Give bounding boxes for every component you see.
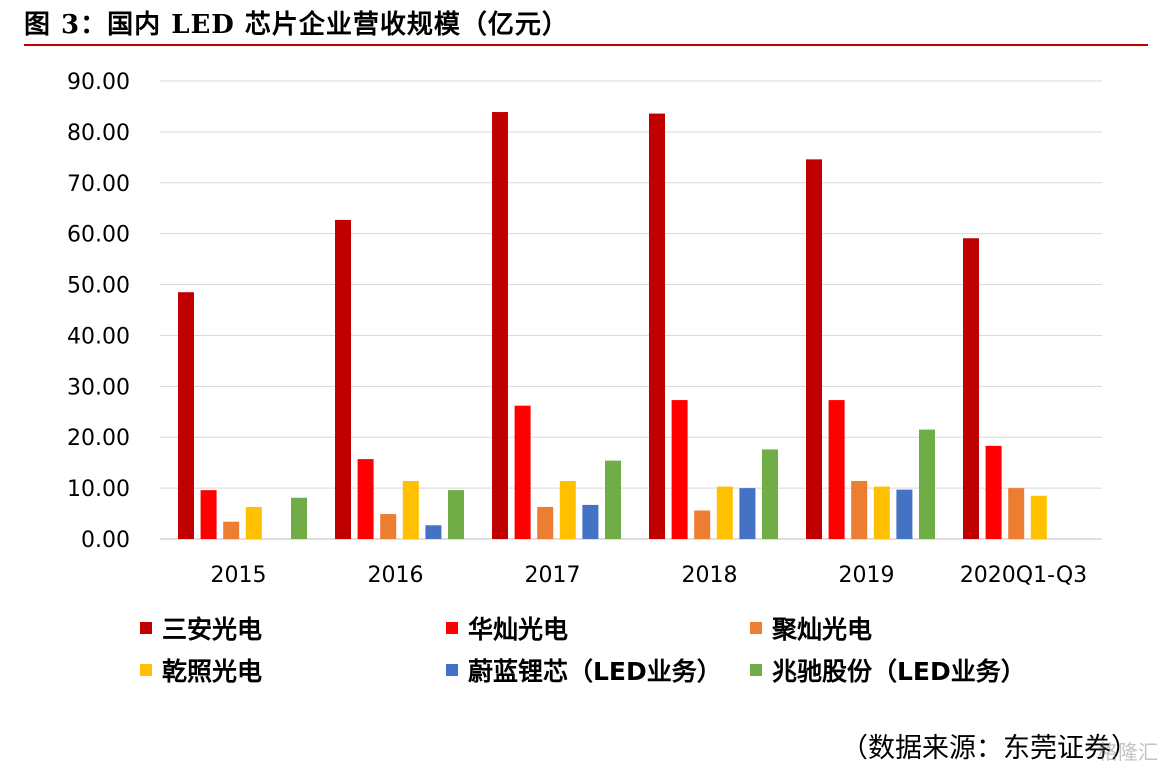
legend-item: 华灿光电	[446, 608, 568, 648]
y-tick-label: 10.00	[67, 477, 130, 502]
bar-2017-1	[514, 405, 531, 539]
bar-2019-0	[806, 159, 822, 539]
bar-chart: 0.00 10.00 20.00 30.00 40.00 50.00 60.00 70.00 8…	[67, 70, 1102, 588]
source-note: （数据来源：东莞证券）	[841, 733, 1138, 764]
grid-lines	[160, 80, 1102, 540]
bar-2019-4	[896, 489, 913, 539]
x-tick-label: 2016	[368, 563, 424, 588]
bar-2020Q1-Q3-1	[985, 445, 1002, 539]
y-tick-label: 0.00	[81, 528, 130, 553]
y-tick-label: 50.00	[67, 274, 130, 299]
legend-item: 兆驰股份（LED业务）	[750, 650, 1026, 690]
bar-2017-5	[605, 460, 621, 539]
title-divider	[24, 44, 1148, 46]
x-tick-label: 2017	[525, 563, 581, 588]
bar-2016-5	[448, 490, 464, 539]
bar-2017-4	[582, 504, 599, 539]
legend-label: 兆驰股份（LED业务）	[772, 657, 1026, 686]
legend-swatch	[750, 664, 762, 676]
watermark-text: 格隆汇	[1098, 740, 1158, 764]
legend-label: 乾照光电	[162, 657, 263, 686]
bar-2015-0	[178, 292, 194, 539]
bar-2017-2	[537, 506, 554, 539]
y-tick-label: 20.00	[67, 426, 130, 451]
legend-label: 蔚蓝锂芯（LED业务）	[468, 657, 722, 686]
bar-2016-4	[425, 525, 442, 539]
bar-2019-1	[828, 400, 845, 539]
bar-2015-1	[200, 490, 217, 539]
y-tick-label: 90.00	[67, 70, 130, 95]
x-axis-ticks: 2015 2016 2017 2018 2019 2020Q1-Q3	[211, 563, 1088, 588]
bar-2020Q1-Q3-0	[963, 238, 979, 539]
figure-title: 图 3：国内 LED 芯片企业营收规模（亿元）	[24, 10, 569, 40]
legend-item: 蔚蓝锂芯（LED业务）	[446, 650, 722, 690]
legend-swatch	[140, 664, 152, 676]
bar-2016-2	[380, 514, 397, 539]
x-tick-label: 2019	[839, 563, 895, 588]
y-tick-label: 40.00	[67, 324, 130, 349]
legend-label: 华灿光电	[468, 615, 569, 644]
y-tick-label: 60.00	[67, 223, 130, 248]
legend-label: 聚灿光电	[772, 615, 873, 644]
bars	[178, 112, 1047, 540]
legend-label: 三安光电	[162, 615, 263, 644]
chart-legend: 三安光电 华灿光电 聚灿光电乾照光电 蔚蓝锂芯（LED业务） 兆驰股份（LED业务）	[140, 608, 1080, 700]
bar-2020Q1-Q3-3	[1030, 495, 1047, 539]
bar-2019-3	[873, 486, 890, 539]
bar-2015-2	[223, 521, 240, 539]
legend-swatch	[140, 622, 152, 634]
bar-2015-5	[291, 497, 307, 539]
bar-2019-2	[851, 480, 868, 539]
y-axis-ticks: 0.00 10.00 20.00 30.00 40.00 50.00 60.00 70.00 8…	[67, 70, 130, 553]
bar-2018-2	[694, 510, 711, 539]
bar-2018-0	[649, 113, 665, 540]
legend-swatch	[446, 664, 458, 676]
y-tick-label: 30.00	[67, 375, 130, 400]
bar-2017-0	[492, 112, 508, 539]
bar-2015-3	[245, 506, 262, 539]
legend-item: 乾照光电	[140, 650, 262, 690]
bar-2020Q1-Q3-2	[1008, 488, 1025, 539]
bar-2016-3	[402, 480, 419, 539]
y-tick-label: 80.00	[67, 121, 130, 146]
y-tick-label: 70.00	[67, 172, 130, 197]
x-tick-label: 2020Q1-Q3	[960, 563, 1087, 588]
x-tick-label: 2015	[211, 563, 267, 588]
bar-2018-4	[739, 488, 756, 539]
legend-item: 三安光电	[140, 608, 262, 648]
legend-swatch	[750, 622, 762, 634]
bar-2018-1	[671, 400, 688, 539]
bar-2017-3	[559, 480, 576, 539]
bar-2018-3	[716, 486, 733, 539]
bar-2016-0	[335, 219, 351, 539]
legend-item: 聚灿光电	[750, 608, 872, 648]
bar-2016-1	[357, 459, 374, 539]
x-tick-label: 2018	[682, 563, 738, 588]
legend-swatch	[446, 622, 458, 634]
bar-2018-5	[762, 449, 778, 539]
bar-2019-5	[919, 429, 935, 539]
